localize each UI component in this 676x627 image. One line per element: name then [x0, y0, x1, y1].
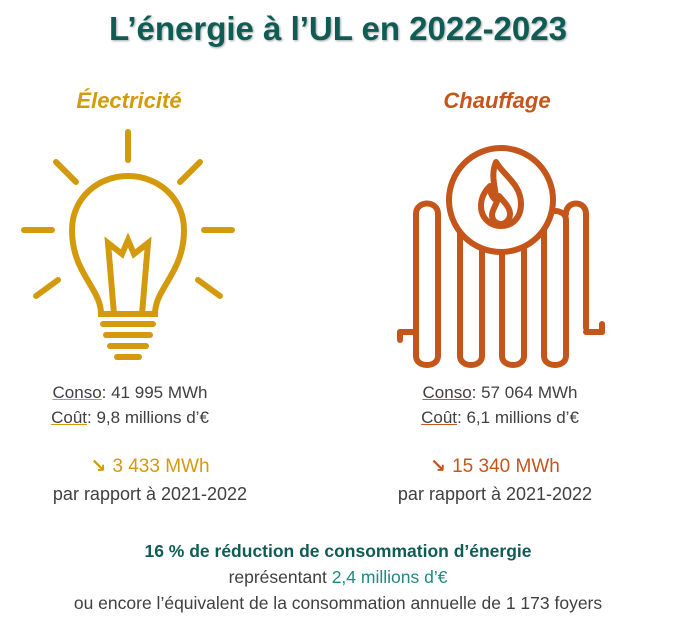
conso-value: : 57 064 MWh — [471, 383, 578, 402]
conso-label: Conso — [52, 383, 102, 402]
savings-amount: 2,4 millions d’€ — [331, 567, 448, 587]
conso-value: : 41 995 MWh — [101, 383, 208, 402]
down-arrow-icon: ↘ — [90, 456, 107, 477]
cout-value: : 6,1 millions d’€ — [457, 408, 579, 427]
conso-label: Conso — [422, 383, 472, 402]
cout-value: : 9,8 millions d’€ — [87, 408, 209, 427]
electricity-cost-line: Coût: 9,8 millions d’€ — [0, 405, 260, 430]
radiator-flame-icon — [397, 145, 605, 368]
heating-comparison: par rapport à 2021-2022 — [397, 484, 593, 504]
heating-cost-line: Coût: 6,1 millions d’€ — [370, 405, 630, 430]
summary-savings: représentant 2,4 millions d’€ — [0, 567, 676, 588]
electricity-heading: Électricité — [76, 88, 182, 113]
summary-reduction: 16 % de réduction de consommation d’éner… — [144, 541, 532, 561]
lightbulb-icon — [21, 129, 235, 360]
electricity-comparison: par rapport à 2021-2022 — [52, 484, 248, 504]
reduction-value: 3 433 MWh — [112, 456, 210, 477]
heating-heading: Chauffage — [443, 88, 551, 113]
heating-stats: Conso: 57 064 MWh Coût: 6,1 millions d’€ — [370, 380, 630, 430]
electricity-reduction: ↘ 3 433 MWh — [0, 455, 300, 478]
cout-label: Coût — [51, 408, 88, 427]
electricity-conso-line: Conso: 41 995 MWh — [0, 380, 260, 405]
reduction-value: 15 340 MWh — [452, 456, 560, 477]
heating-conso-line: Conso: 57 064 MWh — [370, 380, 630, 405]
summary-households: ou encore l’équivalent de la consommatio… — [73, 593, 603, 613]
cout-label: Coût — [421, 408, 458, 427]
savings-prefix: représentant — [228, 567, 332, 587]
electricity-stats: Conso: 41 995 MWh Coût: 9,8 millions d’€ — [0, 380, 260, 430]
page-title: L’énergie à l’UL en 2022-2023 — [109, 10, 567, 47]
down-arrow-icon: ↘ — [430, 456, 447, 477]
heating-reduction: ↘ 15 340 MWh — [345, 455, 645, 478]
